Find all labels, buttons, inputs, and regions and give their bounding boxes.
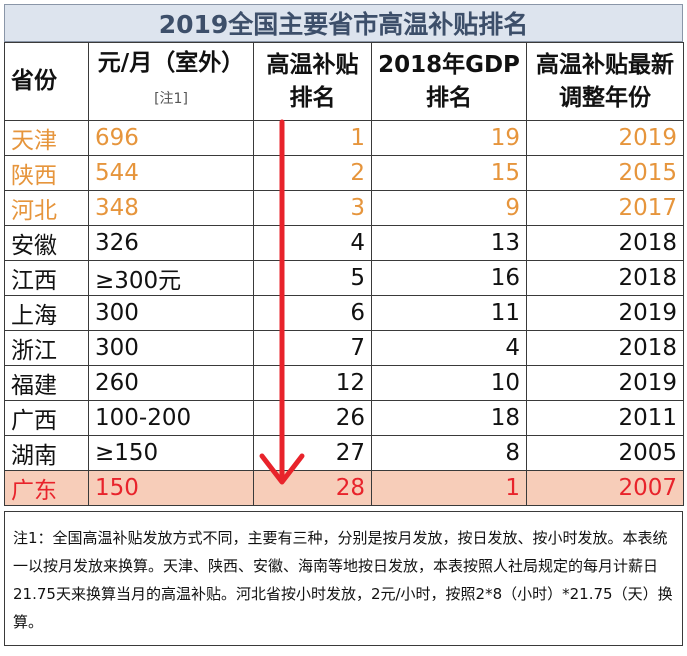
cell-province: 天津 [4,120,89,156]
table-row: 广东 150 28 1 2007 [4,470,684,506]
cell-rank: 26 [253,400,372,436]
cell-year: 2019 [526,295,684,331]
cell-year: 2018 [526,330,684,366]
cell-gdp-rank: 18 [371,400,527,436]
cell-year: 2019 [526,365,684,401]
cell-amount: 300 [88,295,254,331]
table-row: 浙江 300 7 4 2018 [4,330,684,366]
cell-year: 2011 [526,400,684,436]
cell-amount: 260 [88,365,254,401]
cell-province: 广东 [4,470,89,506]
cell-province: 福建 [4,365,89,401]
header-row: 省份 元/月（室外） [注1] 高温补贴排名 2018年GDP排名 高温补贴最新调… [4,42,684,121]
cell-amount: ≥150 [88,435,254,471]
header-rank: 高温补贴排名 [253,42,372,121]
cell-amount: 696 [88,120,254,156]
cell-province: 陕西 [4,155,89,191]
cell-gdp-rank: 15 [371,155,527,191]
cell-province: 广西 [4,400,89,436]
cell-rank: 2 [253,155,372,191]
cell-amount: 100-200 [88,400,254,436]
cell-year: 2019 [526,120,684,156]
cell-gdp-rank: 8 [371,435,527,471]
cell-province: 上海 [4,295,89,331]
cell-year: 2007 [526,470,684,506]
cell-amount: ≥300元 [88,260,254,296]
cell-rank: 28 [253,470,372,506]
cell-amount: 150 [88,470,254,506]
cell-rank: 12 [253,365,372,401]
cell-rank: 7 [253,330,372,366]
cell-gdp-rank: 1 [371,470,527,506]
table-title: 2019全国主要省市高温补贴排名 [4,4,683,42]
cell-gdp-rank: 19 [371,120,527,156]
cell-province: 江西 [4,260,89,296]
cell-year: 2017 [526,190,684,226]
table-row: 福建 260 12 10 2019 [4,365,684,401]
table-row: 湖南 ≥150 27 8 2005 [4,435,684,471]
table-row: 江西 ≥300元 5 16 2018 [4,260,684,296]
cell-gdp-rank: 4 [371,330,527,366]
table-row: 天津 696 1 19 2019 [4,120,684,156]
cell-rank: 3 [253,190,372,226]
cell-province: 安徽 [4,225,89,261]
table-row: 广西 100-200 26 18 2011 [4,400,684,436]
cell-province: 河北 [4,190,89,226]
cell-year: 2018 [526,225,684,261]
cell-year: 2015 [526,155,684,191]
header-amount: 元/月（室外） [注1] [88,42,254,121]
cell-province: 湖南 [4,435,89,471]
cell-gdp-rank: 11 [371,295,527,331]
cell-amount: 326 [88,225,254,261]
subsidy-table: 省份 元/月（室外） [注1] 高温补贴排名 2018年GDP排名 高温补贴最新调… [4,42,684,506]
cell-amount: 348 [88,190,254,226]
cell-rank: 27 [253,435,372,471]
cell-year: 2005 [526,435,684,471]
cell-province: 浙江 [4,330,89,366]
table-row: 陕西 544 2 15 2015 [4,155,684,191]
header-gdp-rank: 2018年GDP排名 [371,42,527,121]
cell-rank: 6 [253,295,372,331]
cell-year: 2018 [526,260,684,296]
header-latest-year: 高温补贴最新调整年份 [526,42,684,121]
cell-rank: 4 [253,225,372,261]
table-body: 天津 696 1 19 2019 陕西 544 2 15 2015 河北 348 3 9 2017 安徽 326… [4,120,684,506]
header-amount-label: 元/月（室外） [97,50,245,76]
header-province: 省份 [4,42,89,121]
cell-rank: 1 [253,120,372,156]
footnote: 注1：全国高温补贴发放方式不同，主要有三种，分别是按月发放，按日发放、按小时发放… [4,511,683,646]
cell-gdp-rank: 10 [371,365,527,401]
table-row: 河北 348 3 9 2017 [4,190,684,226]
cell-gdp-rank: 13 [371,225,527,261]
header-amount-note: [注1] [154,91,188,107]
cell-gdp-rank: 16 [371,260,527,296]
cell-amount: 300 [88,330,254,366]
table-row: 上海 300 6 11 2019 [4,295,684,331]
table-row: 安徽 326 4 13 2018 [4,225,684,261]
cell-rank: 5 [253,260,372,296]
cell-gdp-rank: 9 [371,190,527,226]
cell-amount: 544 [88,155,254,191]
